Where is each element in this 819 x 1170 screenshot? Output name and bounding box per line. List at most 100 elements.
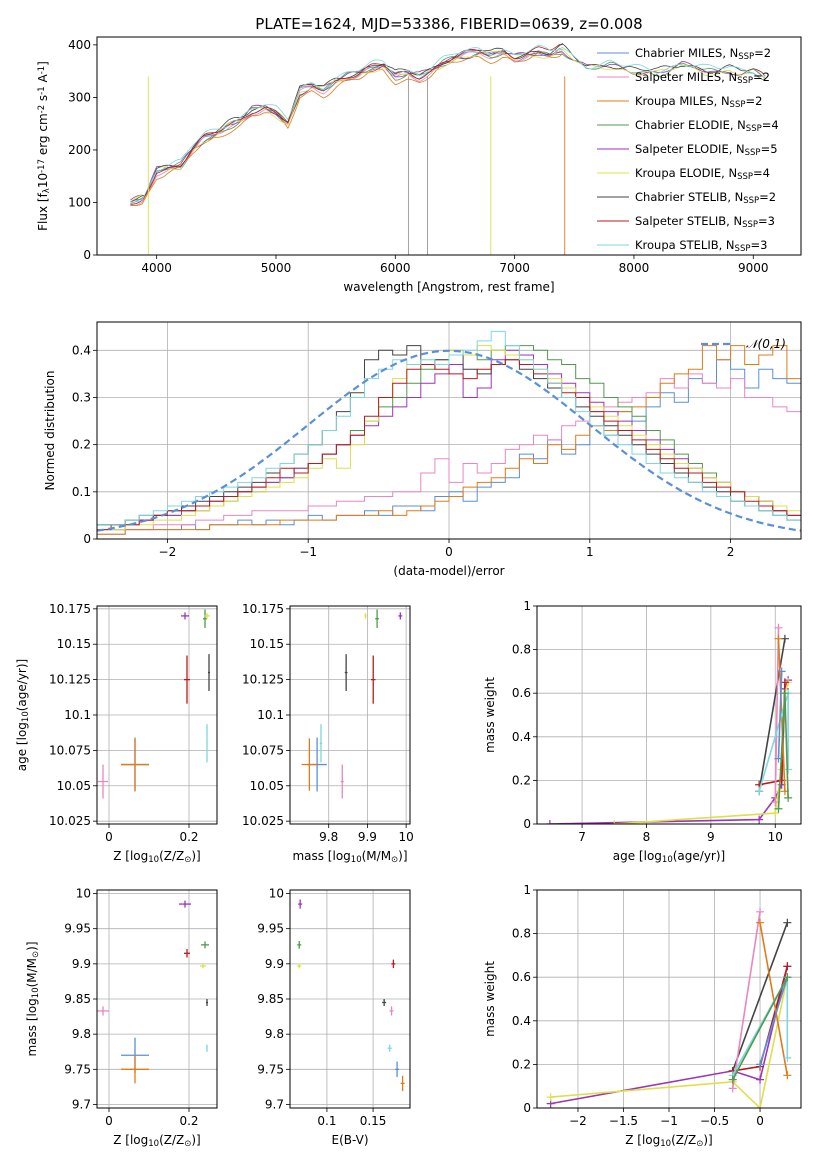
series-line [550,977,789,1108]
tick-label-y: 0.2 [72,438,91,452]
series-line [759,922,789,1076]
tick-label-y: 9.7 [72,1097,91,1111]
point-marker [783,918,792,927]
tick-label-y: 0 [523,1101,531,1115]
tick-label-y: 9.75 [257,1062,284,1076]
plot-area [130,43,766,255]
tick-label-x: 10 [398,830,413,844]
panel-spectrum: 4000 5000 6000 7000 8000 9000 0 100 200 300 400 [68,36,802,275]
point-marker [780,689,789,698]
series-line [774,627,780,803]
point-marker [546,1093,555,1102]
tick-label-y: 0 [83,248,91,262]
legend-label: Kroupa STELIB, NSSP=3 [635,238,767,254]
tick-label-x: −0.5 [700,1114,729,1128]
point-marker [755,787,764,796]
legend-label: Chabrier STELIB, NSSP=2 [635,190,776,206]
tick-label-y: 400 [68,38,91,52]
point-marker [771,809,780,818]
point-marker [774,804,783,813]
tick-label-y: 0.2 [512,1057,531,1071]
tick-label-y: 10.05 [250,779,284,793]
tick-label-y: 10.1 [257,708,284,722]
plot-area [98,609,210,799]
axis-label-x: wavelength [Angstrom, rest frame] [343,280,554,294]
plot-area [97,900,209,1084]
tick-label-y: 9.7 [265,1097,284,1111]
point-marker [784,765,793,774]
tick-label-x: 0 [105,1114,113,1128]
tick-label-y: 9.8 [265,1027,284,1041]
tick-label-x: −2 [569,1114,587,1128]
tick-label-y: 0.4 [512,730,531,744]
tick-label-y: 9.85 [257,992,284,1006]
point-marker [783,962,792,971]
tick-label-x: 0 [105,830,113,844]
tick-label-y: 10.125 [49,673,91,687]
series-line [777,671,783,759]
panel-mass-vs-Z: 0 0.2 9.7 9.75 9.8 9.85 9.9 9.95 10 [64,887,218,1128]
point-marker [774,623,783,632]
histogram-step [97,373,801,535]
point-marker [756,1075,765,1084]
series-line [130,52,563,207]
axis-label-x: Z [log10(Z/Z⊙)] [625,1133,713,1149]
point-marker [783,973,792,982]
tick-label-y: 9.95 [257,922,284,936]
series-line [549,679,789,824]
tick-label-y: 0.4 [512,1014,531,1028]
series-line [731,922,789,1072]
tick-label-x: 10 [768,830,783,844]
tick-label-y: 10 [76,887,91,901]
series-line [759,976,789,1065]
panels: 4000 5000 6000 7000 8000 90000100200300400wav… [15,36,802,1149]
axis-label-x: E(B-V) [331,1133,368,1147]
tick-label-y: 0.8 [512,927,531,941]
tick-label-y: 10.075 [242,743,284,757]
point-marker [728,1084,737,1093]
tick-label-y: 9.75 [64,1062,91,1076]
normal-curve [97,349,801,532]
tick-label-y: 9.95 [64,922,91,936]
tick-label-x: 9.8 [319,830,338,844]
point-marker [545,820,554,824]
tick-label-y: 10.125 [242,673,284,687]
tick-label-x: 9.9 [358,830,377,844]
legend-label: Kroupa ELODIE, NSSP=4 [635,166,770,182]
series-line [130,51,766,203]
plot-area [97,330,801,535]
histogram-step [97,345,801,535]
tick-label-y: 10.175 [49,602,91,616]
tick-label-y: 0.8 [512,643,531,657]
tick-label-y: 0.6 [512,970,531,984]
axis-label-x: Z [log10(Z/Z⊙)] [113,1133,201,1149]
axis-label-x: Z [log10(Z/Z⊙)] [113,849,201,865]
point-marker [784,793,793,802]
point-marker [777,667,786,676]
series-line [130,50,563,207]
legend-label: Chabrier MILES, NSSP=2 [635,46,771,62]
point-marker [771,798,780,807]
tick-label-y: 0.1 [72,485,91,499]
tick-label-x: 8000 [619,261,650,275]
axes-frame [96,36,802,256]
tick-label-y: 1 [523,599,531,613]
plot-area [301,609,403,799]
panel-age-vs-Z: 0 0.2 10.025 10.05 10.075 10.1 10.125 10.15 10.1… [49,602,218,844]
panel-age-vs-mass: 9.8 9.9 10 10.025 10.05 10.075 10.1 10.125 10.15… [242,602,414,844]
axis-label-x: age [log10(age/yr)] [613,849,725,865]
tick-label-x: 5000 [261,261,292,275]
tick-label-y: 10.15 [57,637,91,651]
point-marker [728,1075,737,1084]
tick-label-y: 10.1 [64,708,91,722]
tick-label-x: 8 [643,830,651,844]
point-marker [755,815,764,824]
figure-title: PLATE=1624, MJD=53386, FIBERID=0639, z=0… [255,15,642,33]
tick-label-x: 4000 [141,261,172,275]
tick-label-y: 10.025 [49,814,91,828]
plot-area [545,623,793,824]
point-marker [610,820,619,824]
tick-label-x: 0 [756,1114,764,1128]
histogram-step [97,330,801,526]
